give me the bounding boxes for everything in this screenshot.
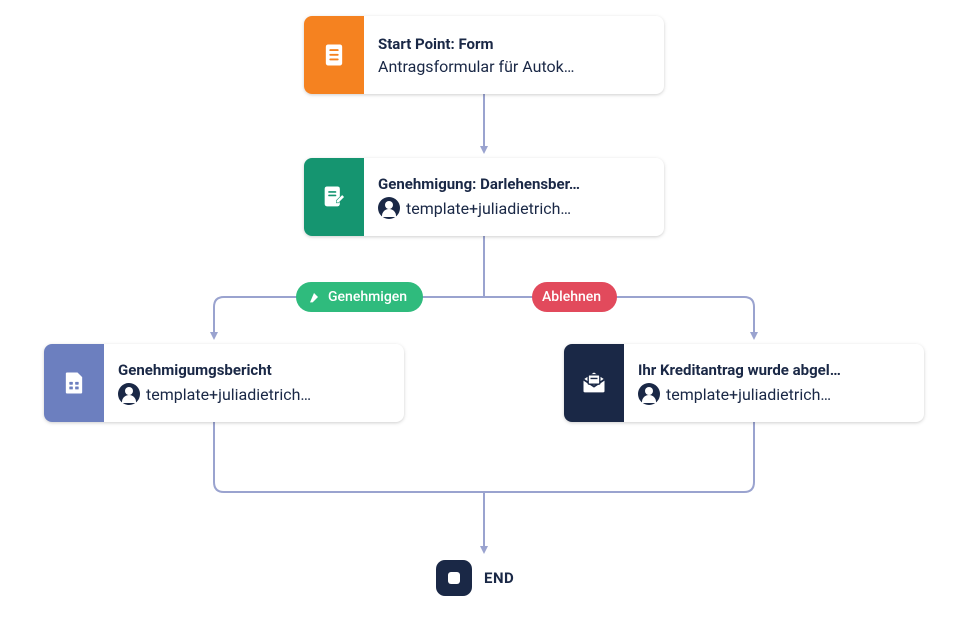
node-start[interactable]: Start Point: Form Antragsformular für Au… xyxy=(304,16,664,94)
node-title: Genehmigung: Darlehensber… xyxy=(378,175,646,193)
node-title: Ihr Kreditantrag wurde abgel… xyxy=(638,361,906,379)
edge-approve-merge xyxy=(214,422,484,492)
node-assignee: template+juliadietrich… xyxy=(378,197,646,219)
node-assignee: template+juliadietrich… xyxy=(638,383,906,405)
pill-approve[interactable]: Genehmigen xyxy=(296,282,423,312)
edge-split-reject xyxy=(484,297,754,338)
pill-label: Genehmigen xyxy=(328,289,407,305)
node-end[interactable]: END xyxy=(436,560,514,596)
node-approve-out[interactable]: Genehmigumgsbericht template+juliadietri… xyxy=(44,344,404,422)
avatar-icon xyxy=(638,383,660,405)
end-label: END xyxy=(484,569,514,587)
mail-icon xyxy=(564,344,624,422)
connectors-layer xyxy=(0,0,968,633)
node-reject-out[interactable]: Ihr Kreditantrag wurde abgel… template+j… xyxy=(564,344,924,422)
flowchart-canvas: Start Point: Form Antragsformular für Au… xyxy=(0,0,968,633)
node-subtitle: Antragsformular für Autok… xyxy=(378,57,646,76)
avatar-icon xyxy=(378,197,400,219)
avatar-icon xyxy=(118,383,140,405)
assignee-label: template+juliadietrich… xyxy=(146,385,311,404)
node-title: Start Point: Form xyxy=(378,35,646,53)
node-assignee: template+juliadietrich… xyxy=(118,383,386,405)
stop-icon xyxy=(436,560,472,596)
report-icon xyxy=(44,344,104,422)
form-icon xyxy=(304,16,364,94)
node-approval[interactable]: Genehmigung: Darlehensber… template+juli… xyxy=(304,158,664,236)
sign-icon xyxy=(304,158,364,236)
stamp-icon xyxy=(306,289,322,305)
pill-label: Ablehnen xyxy=(542,289,601,305)
assignee-label: template+juliadietrich… xyxy=(406,199,571,218)
pill-reject[interactable]: Ablehnen xyxy=(532,282,617,312)
assignee-label: template+juliadietrich… xyxy=(666,385,831,404)
node-title: Genehmigumgsbericht xyxy=(118,361,386,379)
edge-reject-merge xyxy=(484,422,754,492)
